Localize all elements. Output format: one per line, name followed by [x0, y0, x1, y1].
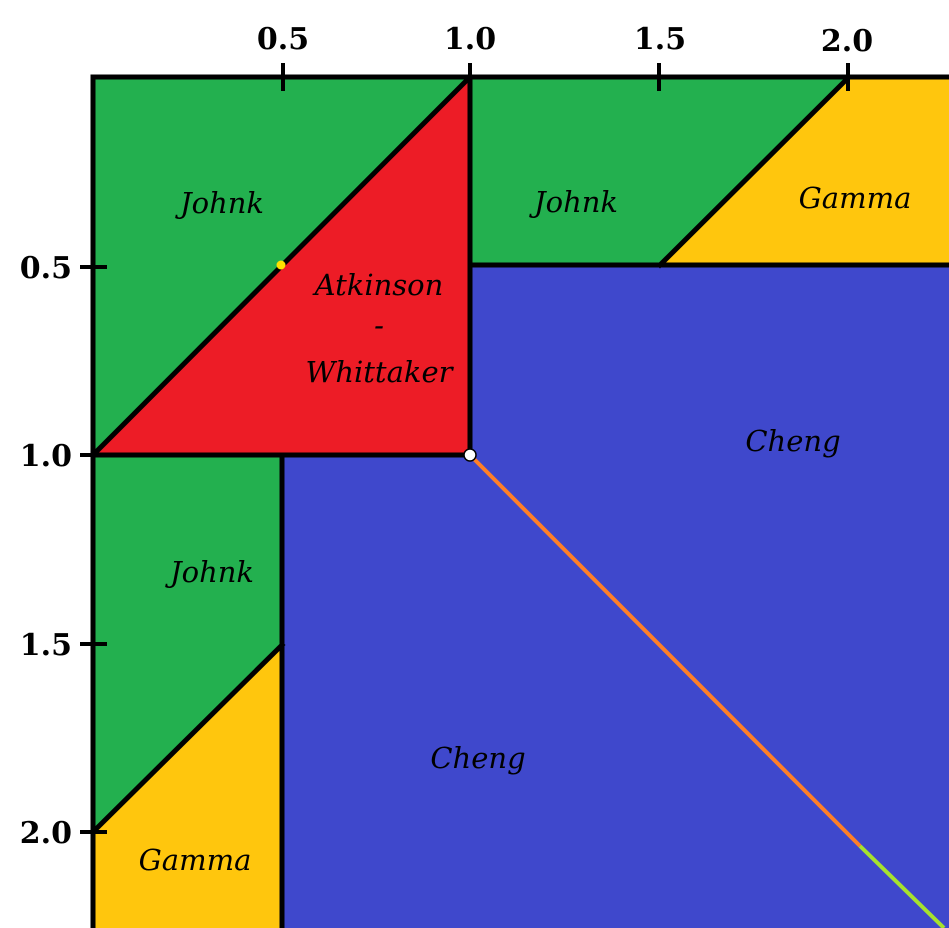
top-tick-label: 1.0: [444, 22, 496, 57]
diagonal-boundary-top: [656, 73, 853, 269]
left-tick-label: 0.5: [20, 251, 72, 286]
diagonal-line: [468, 453, 862, 848]
point-marker: [276, 260, 286, 270]
johnk-label-upper-left: Johnk: [175, 186, 264, 220]
gamma-label-bottom-left: Gamma: [139, 843, 252, 877]
johnk-label-lower-left: Johnk: [165, 555, 254, 589]
cheng-label-bottom: Cheng: [430, 741, 525, 775]
top-tick-label: 1.5: [634, 22, 686, 57]
gamma-region-top-right: [660, 77, 949, 265]
johnk-region-lower-left: [93, 455, 282, 832]
atkinson-whittaker-label-line2: -: [374, 308, 384, 342]
top-tick-label: 2.0: [821, 24, 873, 59]
top-tick-label: 0.5: [257, 22, 309, 57]
johnk-label-top: Johnk: [529, 185, 618, 219]
left-tick-label: 2.0: [20, 816, 72, 851]
cheng-label-right: Cheng: [745, 424, 840, 458]
gamma-region-bottom-left: [93, 645, 282, 928]
atkinson-whittaker-label-line3: Whittaker: [306, 355, 455, 389]
gamma-label-top-right: Gamma: [799, 181, 912, 215]
left-tick-label: 1.0: [20, 439, 72, 474]
atkinson-whittaker-label-line1: Atkinson: [312, 268, 444, 302]
left-tick-label: 1.5: [20, 628, 72, 663]
cheng-region: [282, 265, 949, 928]
diagonal-boundary-left: [89, 641, 286, 836]
johnk-region-top: [470, 77, 849, 265]
diagonal-line-tail: [858, 844, 946, 928]
axis-ticks: [80, 63, 850, 834]
corner-point-marker: [463, 448, 477, 462]
